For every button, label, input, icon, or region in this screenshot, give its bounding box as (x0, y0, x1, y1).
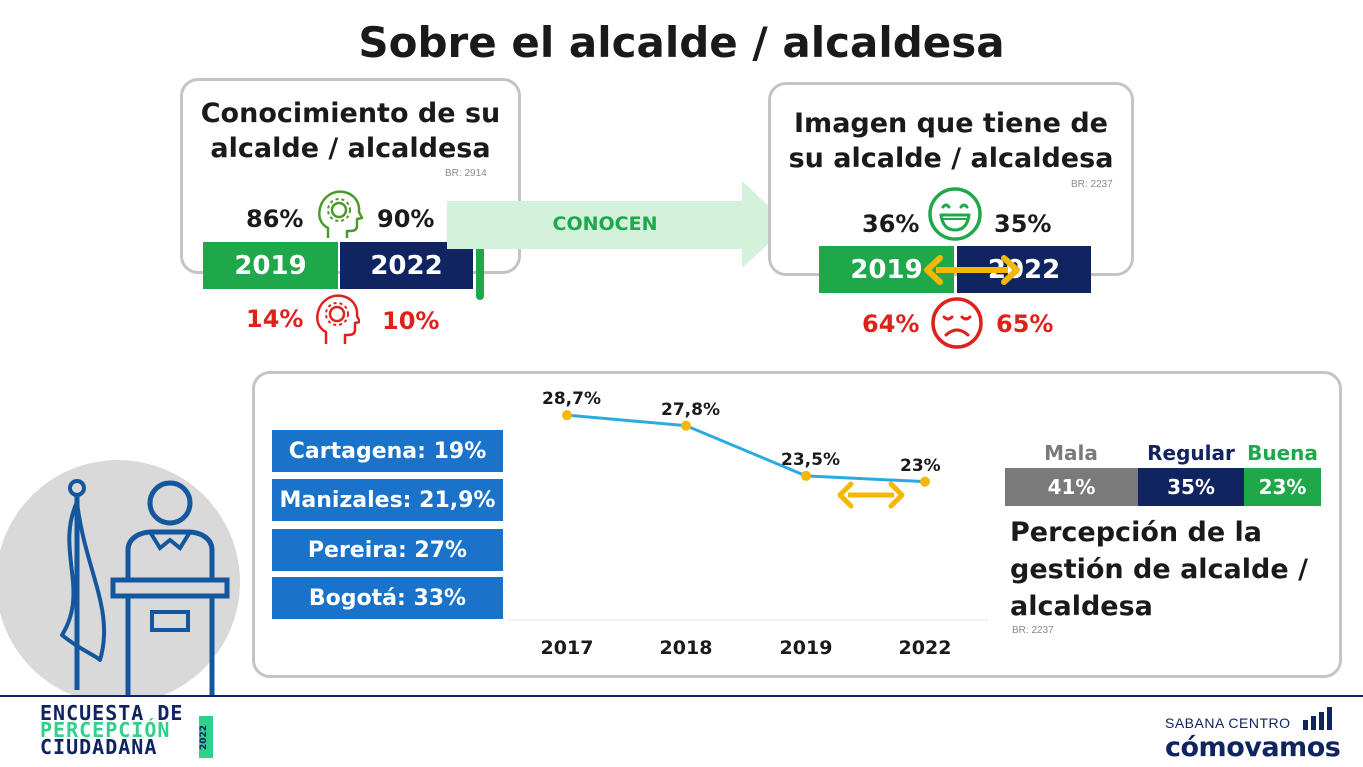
gestion-title-line3: alcaldesa (1010, 591, 1153, 622)
double-arrow-icon (924, 255, 1020, 285)
podium-illustration (0, 460, 240, 695)
head-gear-icon (316, 294, 360, 344)
sad-face-icon (931, 297, 983, 349)
survey-logo-line3: CIUDADANA (40, 735, 158, 759)
data-label: 27,8% (661, 399, 720, 420)
x-tick-label: 2018 (659, 637, 713, 659)
gestion-bar-buena: 23% (1244, 468, 1321, 506)
city-box-cartagena: Cartagena: 19% (272, 430, 503, 472)
city-box-bogota: Bogotá: 33% (272, 577, 503, 619)
city-box-manizales: Manizales: 21,9% (272, 479, 503, 521)
legend-mala: Mala (1044, 441, 1098, 465)
positive-2022-value: 35% (994, 210, 1052, 238)
knowledge-year-2019: 2019 (203, 242, 338, 289)
survey-logo-line2: PERCEPCIÓN (40, 718, 171, 742)
data-point (562, 410, 572, 421)
brand-bottom: cómovamos (1165, 732, 1341, 763)
negative-2022-value: 65% (996, 310, 1054, 338)
bar-chart-icon (1303, 707, 1332, 730)
happy-face-icon (928, 187, 982, 241)
data-label: 28,7% (542, 389, 601, 410)
footer-divider (0, 695, 1363, 697)
legend-regular: Regular (1147, 441, 1235, 465)
gestion-bar-mala: 41% (1005, 468, 1138, 506)
gestion-base-note: BR: 2237 (1012, 625, 1054, 636)
gestion-title: Percepción de la gestión de alcalde / al… (1010, 514, 1350, 625)
unknown-2022-value: 10% (382, 307, 440, 335)
gestion-title-line1: Percepción de la (1010, 517, 1263, 548)
series-line (566, 413, 926, 484)
gestion-bar: 41% 35% 23% (1005, 468, 1321, 506)
knows-2022-value: 90% (377, 205, 435, 233)
knowledge-base-note: BR: 2914 (445, 168, 487, 179)
legend-buena: Buena (1247, 441, 1318, 465)
x-tick-label: 2022 (898, 637, 952, 659)
image-base-note: BR: 2237 (1071, 179, 1113, 190)
page-title: Sobre el alcalde / alcaldesa (358, 18, 1005, 67)
trend-panel (252, 371, 1342, 678)
conocen-label: CONOCEN (552, 213, 658, 235)
knows-2019-value: 86% (246, 205, 304, 233)
x-tick-label: 2017 (540, 637, 594, 659)
head-gear-icon (318, 190, 364, 238)
data-label: 23,5% (781, 449, 840, 470)
knowledge-title-line1: Conocimiento de su (200, 98, 501, 129)
double-arrow-icon (837, 481, 905, 509)
image-title-line2: su alcalde / alcaldesa (788, 143, 1114, 174)
knowledge-title-line2: alcalde / alcaldesa (210, 133, 491, 164)
city-box-pereira: Pereira: 27% (272, 529, 503, 571)
trend-line-chart (508, 410, 988, 621)
image-panel (768, 82, 1134, 276)
gestion-title-line2: gestión de alcalde / (1010, 554, 1308, 585)
image-title-line1: Imagen que tiene de (794, 108, 1108, 139)
brand-top: SABANA CENTRO (1165, 715, 1291, 731)
data-point (920, 476, 930, 487)
data-point (681, 420, 691, 431)
knowledge-year-2022: 2022 (340, 242, 473, 289)
survey-logo: ENCUESTA DE PERCEPCIÓN CIUDADANA (40, 701, 184, 759)
image-title: Imagen que tiene de su alcalde / alcalde… (771, 106, 1131, 176)
data-point (801, 470, 811, 481)
knowledge-title: Conocimiento de su alcalde / alcaldesa (183, 96, 518, 166)
x-tick-label: 2019 (779, 637, 833, 659)
data-label: 23% (900, 455, 941, 476)
gestion-bar-regular: 35% (1138, 468, 1244, 506)
conocen-arrow (447, 181, 789, 268)
survey-logo-year: 2022 (199, 716, 213, 758)
unknown-2019-value: 14% (246, 305, 304, 333)
knowledge-panel (180, 78, 521, 274)
positive-2019-value: 36% (862, 210, 920, 238)
survey-logo-line1: ENCUESTA DE (40, 701, 184, 725)
negative-2019-value: 64% (862, 310, 920, 338)
